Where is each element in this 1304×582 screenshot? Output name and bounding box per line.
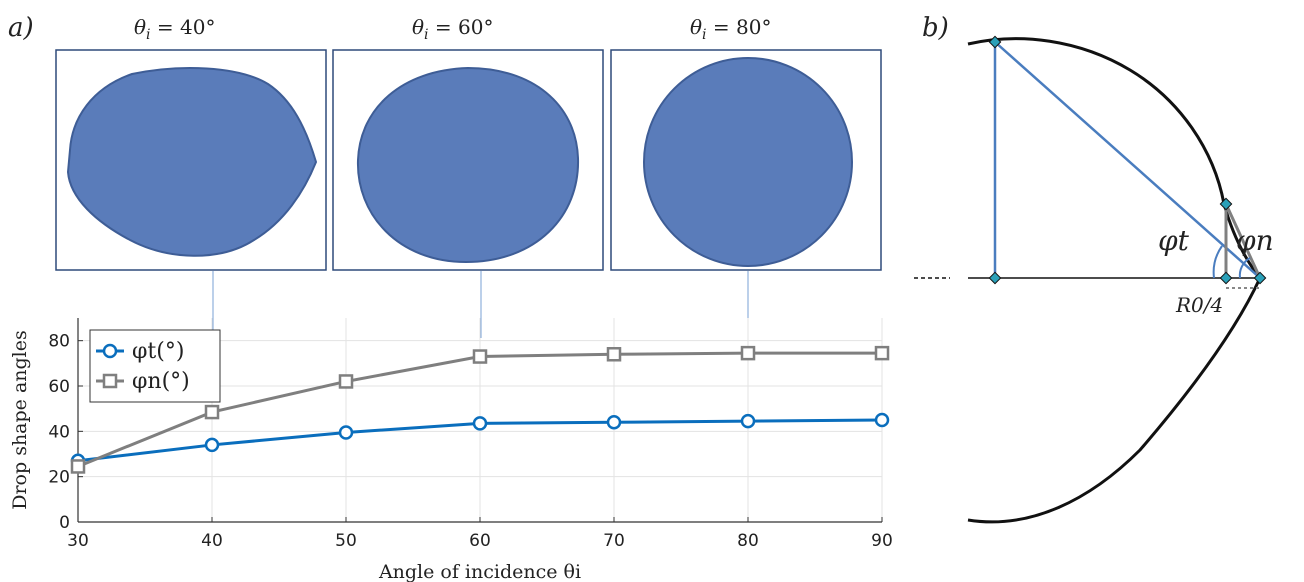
x-tick-labels: 30 40 50 60 70 80 90 [67,531,893,551]
y-tick-labels: 0 20 40 60 80 [48,332,70,533]
y-tick-label: 80 [48,332,70,352]
point-1-2 [338,374,354,389]
angle-arc-phi-n [1238,257,1251,279]
legend-label-phi-t: φt(°) [132,339,184,364]
panel-label-a: a) [8,13,34,43]
point-0-1 [204,437,220,453]
point-1-1 [204,404,220,420]
diagram-vertices [988,35,1267,285]
photo-60 [332,49,604,271]
point-0-4 [606,415,622,430]
x-tick-label: 90 [871,531,893,551]
drop-shape-60 [356,66,580,264]
point-0-6 [874,412,890,428]
x-axis-title: Angle of incidence θi [378,561,581,582]
y-tick-label: 40 [48,422,70,442]
point-0-5 [740,413,756,429]
point-0-2 [338,425,354,440]
x-tick-label: 60 [469,531,491,551]
point-1-5 [740,345,756,361]
diagram-b: φt φn R0/4 [914,35,1274,524]
y-tick-label: 20 [48,468,70,488]
x-tick-label: 70 [603,531,625,551]
y-axis-title: Drop shape angles [9,330,31,510]
small-triangle-hypotenuse [1224,203,1262,279]
label-phi-n: φn [1236,224,1274,257]
x-tick-label: 40 [201,531,223,551]
triangle-hypotenuse [994,41,1261,279]
drop-shape-80 [643,57,853,267]
point-0-3 [472,416,488,431]
y-tick-label: 0 [59,513,70,533]
photo-title-60: θi = 60° [412,15,493,43]
point-1-6 [874,345,890,361]
chart: 30 40 50 60 70 80 90 0 20 40 60 80 Angle of incide… [9,318,893,582]
chart-series [70,345,890,474]
label-radius: R0/4 [1175,293,1223,317]
x-tick-label: 50 [335,531,357,551]
photo-80 [610,49,882,271]
legend-marker-phi-t [102,343,118,359]
photo-title-80: θi = 80° [690,15,771,43]
point-1-4 [606,347,622,362]
y-tick-label: 60 [48,377,70,397]
x-tick-label: 30 [67,531,89,551]
photo-40 [55,49,327,271]
photo-title-40: θi = 40° [134,15,215,43]
legend: φt(°) φn(°) [89,329,221,403]
drop-outline [967,37,1262,524]
drop-shape-40 [66,67,318,257]
angle-arc-phi-t [1212,245,1223,279]
label-phi-t: φt [1158,224,1190,257]
x-tick-label: 80 [737,531,759,551]
legend-marker-phi-n [102,373,118,389]
legend-label-phi-n: φn(°) [132,369,190,394]
chart-axes [77,318,883,523]
point-1-3 [472,349,488,364]
panel-label-b: b) [922,13,949,43]
point-1-0 [70,459,86,474]
